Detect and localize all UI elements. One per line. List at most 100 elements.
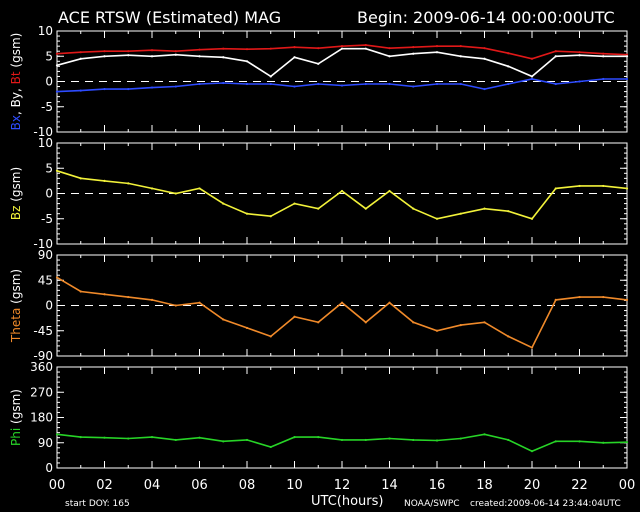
series-bz (56, 170, 628, 220)
data-point-bx (174, 85, 177, 88)
data-point-bt (317, 47, 320, 50)
data-point-bx (245, 82, 249, 86)
y-label-part: By (9, 92, 23, 107)
data-point-bx (459, 82, 462, 86)
y-tick-label: 0 (45, 75, 53, 89)
data-point-bx (578, 80, 581, 83)
panel-1: 10 5 0 -5 -10 Bz (gsm) (9, 136, 629, 251)
data-point-bt (412, 46, 415, 49)
data-point-bz (198, 187, 201, 190)
y-tick-label: 90 (38, 436, 53, 450)
y-tick-label: 90 (38, 248, 53, 262)
y-tick-label: 270 (30, 385, 53, 399)
x-tick-label: 00 (619, 478, 636, 493)
y-tick-label: 360 (30, 360, 53, 374)
data-point-bz (150, 187, 154, 190)
data-point-bx (198, 82, 201, 86)
data-point-by (507, 65, 510, 68)
data-point-by (388, 55, 391, 58)
y-tick-label: 10 (38, 24, 53, 38)
data-point-by (55, 64, 59, 67)
data-point-phi (55, 433, 59, 436)
begin-time: Begin: 2009-06-14 00:00:00UTC (357, 8, 615, 27)
data-point-bz (293, 202, 296, 205)
chart-title: ACE RTSW (Estimated) MAG (58, 8, 281, 27)
x-tick-labels: 00 02 04 06 08 10 12 14 16 18 20 22 00 (49, 478, 636, 493)
data-point-bt (388, 47, 391, 50)
data-point-by (317, 62, 320, 65)
x-tick-label: 16 (429, 478, 446, 493)
data-point-theta (55, 276, 59, 279)
data-point-by (245, 60, 249, 63)
data-point-theta (507, 335, 510, 338)
data-point-theta (530, 346, 534, 349)
data-point-bx (127, 87, 130, 91)
y-tick-label: -5 (41, 100, 53, 114)
y-axis-label: Theta (gsm) (9, 269, 23, 343)
data-point-phi (388, 437, 391, 440)
data-point-by (198, 55, 201, 58)
y-tick-label: 0 (45, 299, 53, 313)
y-tick-label: 5 (45, 161, 53, 175)
data-point-bx (412, 85, 415, 88)
data-point-bt (602, 52, 605, 55)
data-point-bt (578, 51, 581, 54)
data-point-theta (435, 329, 439, 332)
data-point-phi (269, 445, 272, 449)
data-point-phi (293, 436, 296, 439)
data-point-theta (127, 295, 130, 299)
data-point-bz (103, 179, 106, 182)
start-doy: start DOY: 165 (65, 499, 130, 509)
data-point-phi (625, 441, 629, 444)
data-point-bz (483, 207, 486, 210)
data-point-bt (364, 44, 367, 47)
data-point-bt (530, 57, 534, 60)
y-label-part: Bz (9, 206, 23, 221)
y-tick-label: 10 (38, 136, 53, 150)
y-tick-label: -45 (33, 324, 53, 338)
data-point-by (79, 57, 82, 60)
data-point-bt (435, 45, 439, 48)
data-point-theta (388, 301, 391, 304)
data-point-bx (530, 77, 534, 81)
data-point-by (625, 55, 629, 58)
data-point-bx (388, 82, 391, 86)
data-point-bz (602, 184, 605, 188)
data-point-theta (222, 318, 225, 321)
y-tick-label: -10 (33, 237, 53, 251)
data-point-bx (625, 77, 629, 81)
data-point-bz (340, 189, 344, 193)
data-point-bt (150, 49, 154, 52)
data-point-bz (245, 212, 249, 215)
data-point-by (578, 54, 581, 57)
panel-3: 360 270 180 90 0 Phi (gsm) (9, 360, 629, 475)
data-point-bt (459, 45, 462, 48)
data-point-phi (435, 439, 439, 442)
plot-panels: 10 5 0 -5 -10 Bx, By, Bt (gsm) 10 5 0 -5 -10 Bz (gs… (9, 24, 629, 475)
data-point-phi (340, 438, 344, 442)
panel-frame (56, 366, 628, 469)
data-point-bx (317, 82, 320, 86)
data-point-phi (483, 433, 486, 436)
x-tick-label: 14 (381, 478, 398, 493)
data-point-bz (388, 189, 391, 193)
data-point-bx (55, 90, 59, 93)
x-tick-label: 18 (476, 478, 493, 493)
y-label-part: Bx (9, 115, 23, 130)
y-label-part: Phi (9, 428, 23, 446)
data-point-bx (103, 87, 106, 91)
y-axis-label: Bz (gsm) (9, 167, 23, 220)
data-point-bt (554, 50, 557, 53)
data-point-by (103, 55, 106, 58)
data-point-by (340, 47, 344, 50)
data-point-bt (55, 52, 59, 55)
data-point-phi (554, 440, 557, 443)
data-point-phi (150, 436, 154, 439)
data-point-phi (578, 440, 581, 443)
data-point-bt (245, 48, 249, 51)
data-point-theta (412, 321, 415, 324)
data-point-bz (222, 202, 225, 205)
series-phi (56, 433, 628, 453)
x-tick-label: 02 (96, 478, 113, 493)
data-point-phi (317, 436, 320, 439)
